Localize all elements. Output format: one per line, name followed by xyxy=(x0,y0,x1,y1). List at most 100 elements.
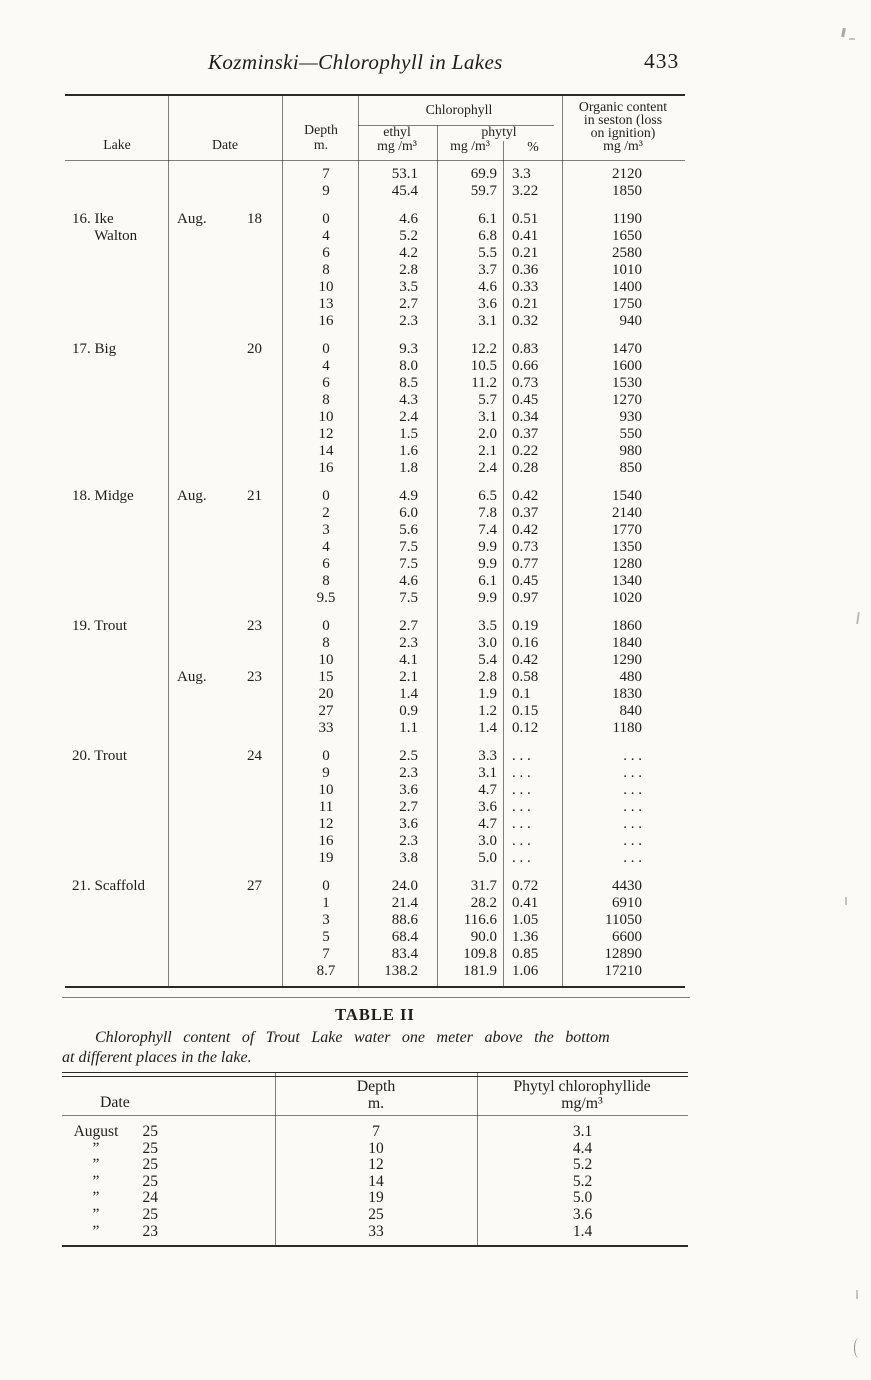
cell-depth: 6 xyxy=(322,375,330,391)
col-header-percent: % xyxy=(527,139,539,154)
table-bottom-rule xyxy=(62,1245,688,1247)
date-month: Aug. xyxy=(177,488,207,504)
lake-group: 7 53.1 69.9 3.3 2120 9 45.4 59.7 3.22 1850 xyxy=(65,166,685,200)
cell-organic-content: 6600 xyxy=(612,929,642,945)
cell-date xyxy=(168,443,282,460)
cell-lake: 19. Trout xyxy=(72,618,128,634)
cell-ethyl-chlorophyll: 138.2 xyxy=(384,963,418,979)
table-top-rule xyxy=(65,94,685,96)
cell-phytyl-percent: 0.21 xyxy=(512,245,539,261)
cell-date xyxy=(168,850,282,867)
cell-phytyl-chlorophyll: 3.1 xyxy=(478,313,497,329)
cell-phytyl-chlorophyll: 3.1 xyxy=(478,409,497,425)
cell-date xyxy=(168,946,282,963)
cell-depth: 25 xyxy=(368,1205,384,1223)
cell-phytyl-percent: 0.45 xyxy=(512,392,539,408)
cell-depth: 12 xyxy=(318,816,334,832)
cell-phytyl-percent: . . . xyxy=(512,782,531,798)
col-header-depth-unit: m. xyxy=(313,137,329,152)
cell-organic-content: 1530 xyxy=(612,375,642,391)
cell-ethyl-chlorophyll: 3.6 xyxy=(399,782,418,798)
cell-date xyxy=(168,765,282,782)
cell-depth: 9.5 xyxy=(316,590,336,606)
cell-phytyl-chlorophyllide: 3.6 xyxy=(572,1205,593,1223)
cell-date xyxy=(168,505,282,522)
cell-organic-content: 2120 xyxy=(612,166,642,182)
table-row: 17. Big 20 0 9.3 12.2 0.83 1470 xyxy=(65,341,685,358)
table-row: 6 8.5 11.2 0.73 1530 xyxy=(65,375,685,392)
cell-phytyl-chlorophyll: 2.4 xyxy=(478,460,497,476)
table-row: 7 53.1 69.9 3.3 2120 xyxy=(65,166,685,183)
table-2: Date Depth m. Phytyl chlorophyllide mg/m… xyxy=(62,1072,688,1248)
table-2-title: TABLE II xyxy=(335,1005,415,1024)
cell-phytyl-percent: 0.42 xyxy=(512,652,539,668)
column-rule xyxy=(562,94,564,986)
cell-depth: 2 xyxy=(322,505,330,521)
cell-ethyl-chlorophyll: 2.7 xyxy=(399,618,418,634)
table-row: ” 25 25 3.6 xyxy=(62,1205,688,1224)
cell-phytyl-chlorophyll: 59.7 xyxy=(470,183,497,199)
cell-phytyl-percent: 0.73 xyxy=(512,375,539,391)
table-row: 16. Ike Aug. 18 0 4.6 6.1 0.51 1190 xyxy=(65,211,685,228)
cell-organic-content: 940 xyxy=(619,313,643,329)
date-month: ” xyxy=(92,1139,100,1157)
table-top-rule xyxy=(62,1072,688,1074)
cell-lake xyxy=(65,426,168,443)
cell-organic-content: 1010 xyxy=(612,262,642,278)
col-header-phytyl-unit: mg /m³ xyxy=(450,138,490,153)
table-row: 10 2.4 3.1 0.34 930 xyxy=(65,409,685,426)
cell-phytyl-chlorophyll: 6.5 xyxy=(478,488,497,504)
cell-organic-content: 480 xyxy=(619,669,643,685)
date-day: 27 xyxy=(247,878,262,894)
cell-lake: 18. Midge xyxy=(72,488,134,504)
cell-date xyxy=(168,556,282,573)
table-row: 19. Trout 23 0 2.7 3.5 0.19 1860 xyxy=(65,618,685,635)
cell-lake xyxy=(65,652,168,669)
table-row: 27 0.9 1.2 0.15 840 xyxy=(65,703,685,720)
table-row: 21. Scaffold 27 0 24.0 31.7 0.72 4430 xyxy=(65,878,685,895)
cell-depth: 4 xyxy=(322,358,330,374)
cell-depth: 7 xyxy=(322,946,330,962)
date-day: 24 xyxy=(142,1189,159,1207)
cell-lake xyxy=(65,409,168,426)
cell-organic-content: 2140 xyxy=(612,505,642,521)
cell-phytyl-percent: . . . xyxy=(512,765,531,781)
cell-phytyl-percent: 0.42 xyxy=(512,522,539,538)
cell-ethyl-chlorophyll: 5.2 xyxy=(399,228,418,244)
table-row: 8 2.3 3.0 0.16 1840 xyxy=(65,635,685,652)
cell-depth: 0 xyxy=(322,211,330,227)
date-day: 21 xyxy=(247,488,262,504)
table-bottom-rule xyxy=(65,986,685,988)
cell-depth: 8.7 xyxy=(316,963,336,979)
column-rule xyxy=(282,94,284,986)
cell-phytyl-percent: 0.41 xyxy=(512,228,539,244)
cell-date xyxy=(168,686,282,703)
cell-organic-content: 4430 xyxy=(612,878,642,894)
cell-phytyl-percent: 0.28 xyxy=(512,460,539,476)
cell-date xyxy=(168,166,282,183)
cell-depth: 10 xyxy=(368,1139,384,1157)
cell-depth: 7 xyxy=(322,166,330,182)
table-row: 10 4.1 5.4 0.42 1290 xyxy=(65,652,685,669)
table-row: 2 6.0 7.8 0.37 2140 xyxy=(65,505,685,522)
cell-ethyl-chlorophyll: 4.6 xyxy=(399,211,418,227)
group-header-chlorophyll: Chlorophyll xyxy=(425,102,493,117)
cell-organic-content: . . . xyxy=(623,782,642,798)
cell-date xyxy=(168,895,282,912)
cell-lake: 17. Big xyxy=(72,341,117,357)
cell-phytyl-chlorophyll: 5.7 xyxy=(478,392,497,408)
date-month: ” xyxy=(92,1172,100,1190)
cell-depth: 0 xyxy=(322,488,330,504)
cell-depth: 12 xyxy=(368,1156,384,1174)
cell-depth: 6 xyxy=(322,556,330,572)
cell-ethyl-chlorophyll: 4.6 xyxy=(399,573,418,589)
date-day: 20 xyxy=(247,341,262,357)
cell-lake xyxy=(65,296,168,313)
cell-lake xyxy=(65,279,168,296)
cell-date: Aug. 23 xyxy=(168,669,282,686)
scan-artifact xyxy=(845,897,847,905)
table-row: 7 83.4 109.8 0.85 12890 xyxy=(65,946,685,963)
cell-date xyxy=(168,183,282,200)
cell-organic-content: 1180 xyxy=(612,720,642,736)
cell-date: ” 25 xyxy=(62,1172,275,1191)
